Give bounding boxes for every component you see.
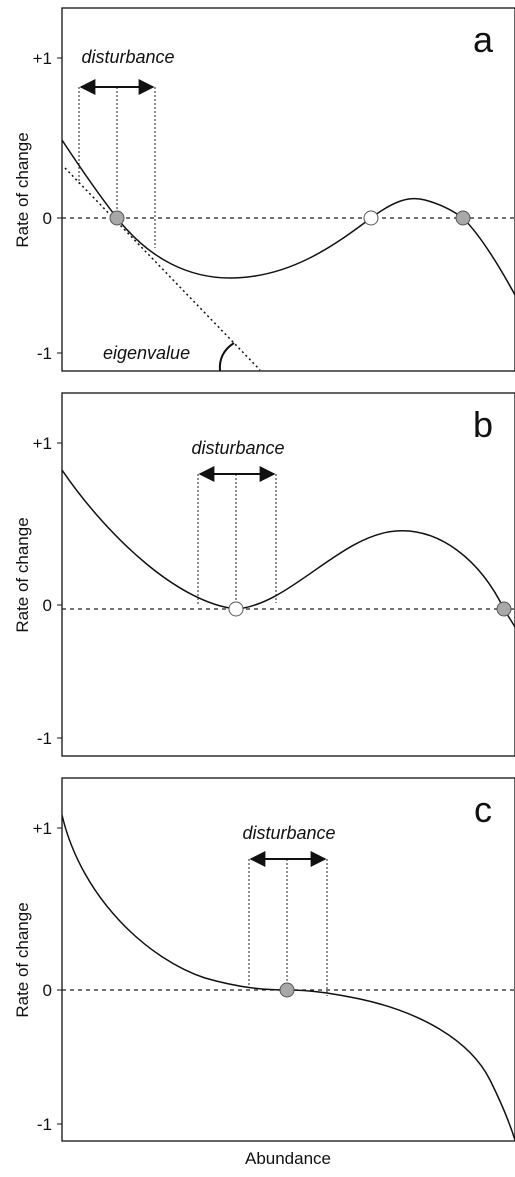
panel-b-rate-curve xyxy=(62,469,515,628)
panel-a-equilibrium-3 xyxy=(455,210,471,226)
panel-c-equilibrium-1 xyxy=(279,982,295,998)
panel-b-equilibrium-2 xyxy=(496,601,512,617)
panel-a-eigenvalue-label: eigenvalue xyxy=(103,343,190,363)
panel-a-tick-plus1: +1 xyxy=(33,49,52,68)
panel-b-y-axis-label: Rate of change xyxy=(13,517,32,632)
panel-c-disturbance-label: disturbance xyxy=(242,823,335,843)
panel-a-letter: a xyxy=(473,19,494,60)
panel-c-frame xyxy=(61,777,515,1142)
panel-b-letter: b xyxy=(473,404,493,445)
panel-b-disturbance-label: disturbance xyxy=(191,438,284,458)
panel-a-disturbance-label: disturbance xyxy=(81,47,174,67)
panel-a-eigenvalue-angle-arc xyxy=(218,342,235,372)
panel-c-letter: c xyxy=(474,789,492,830)
panel-b-tick-zero: 0 xyxy=(43,596,52,615)
panel-a-tick-minus1: -1 xyxy=(37,344,52,363)
panel-c: c Rate of change +1 0 -1 disturbance xyxy=(13,777,515,1142)
panel-a-frame xyxy=(61,7,515,372)
panel-c-tick-plus1: +1 xyxy=(33,819,52,838)
panel-c-tick-minus1: -1 xyxy=(37,1115,52,1134)
panel-b-tick-minus1: -1 xyxy=(37,729,52,748)
panel-b-equilibrium-1 xyxy=(228,601,244,617)
panel-c-tick-zero: 0 xyxy=(43,981,52,1000)
panel-b: b Rate of change +1 0 -1 disturbance xyxy=(13,392,515,757)
panel-a-tangent-line xyxy=(64,167,261,371)
panel-b-frame xyxy=(61,392,515,757)
x-axis-label: Abundance xyxy=(245,1149,331,1168)
panel-c-y-axis-label: Rate of change xyxy=(13,902,32,1017)
panel-a-tick-zero: 0 xyxy=(43,209,52,228)
panel-b-tick-plus1: +1 xyxy=(33,434,52,453)
panel-a: a Rate of change +1 0 -1 disturbance eig… xyxy=(13,7,515,372)
panel-a-y-axis-label: Rate of change xyxy=(13,132,32,247)
panel-a-equilibrium-1 xyxy=(109,210,125,226)
panel-a-equilibrium-2 xyxy=(363,210,379,226)
panel-c-rate-curve xyxy=(62,814,515,1141)
